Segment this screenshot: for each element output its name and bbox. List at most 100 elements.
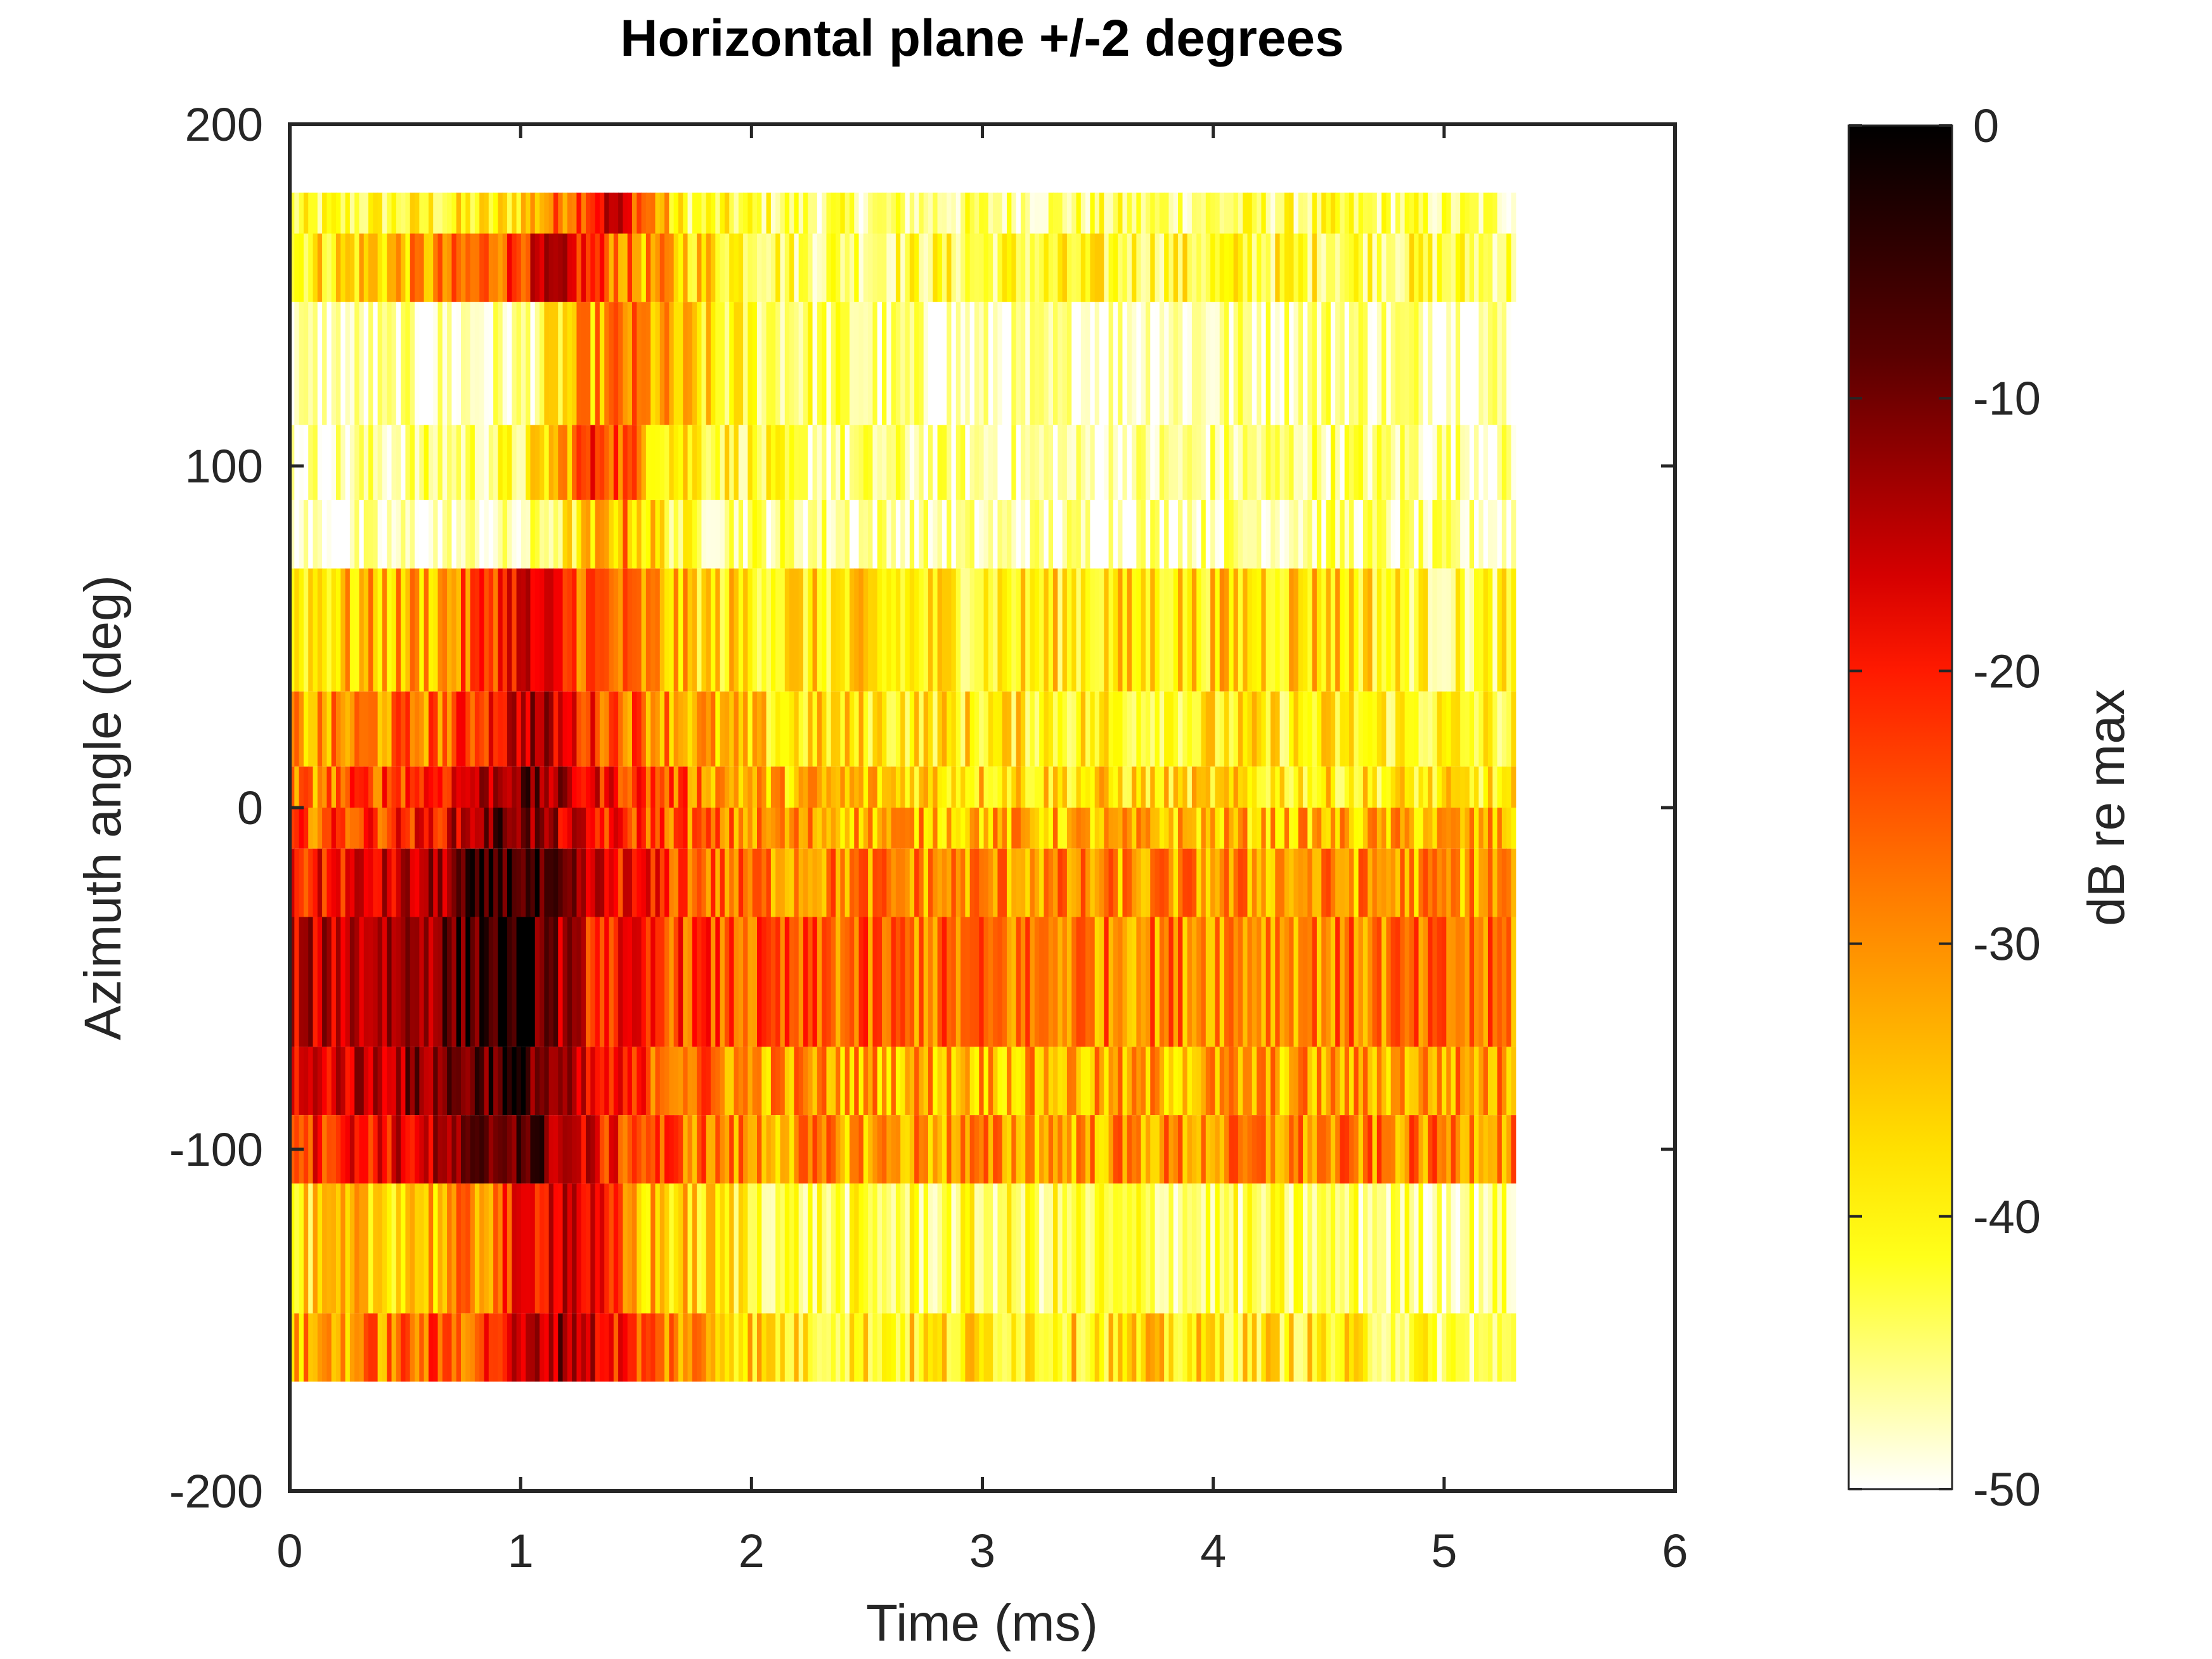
heatmap-cell-row6 [1303, 691, 1308, 767]
heatmap-cell-row2 [1409, 302, 1414, 425]
heatmap-cell-row7 [562, 766, 568, 808]
heatmap-cell-row5 [1136, 568, 1142, 692]
heatmap-cell-row0 [1307, 192, 1313, 261]
heatmap-cell-row4 [1247, 500, 1253, 569]
heatmap-cell-row14 [576, 1313, 582, 1382]
heatmap-cell-row0 [1071, 192, 1077, 261]
heatmap-cell-row8 [507, 808, 512, 849]
heatmap-cell-row14 [354, 1313, 360, 1382]
heatmap-cell-row2 [812, 302, 818, 425]
heatmap-cell-row14 [1441, 1313, 1447, 1382]
heatmap-cell-row2 [1210, 302, 1216, 425]
heatmap-cell-row5 [1487, 568, 1493, 692]
heatmap-cell-row8 [909, 808, 915, 849]
heatmap-cell-row8 [882, 808, 887, 849]
heatmap-cell-row0 [808, 192, 813, 261]
heatmap-cell-row6 [863, 691, 869, 767]
heatmap-cell-row3 [1298, 425, 1303, 500]
heatmap-cell-row4 [599, 500, 605, 569]
heatmap-cell-row7 [757, 766, 762, 808]
heatmap-cell-row5 [1275, 568, 1281, 692]
heatmap-cell-row12 [858, 1115, 864, 1184]
heatmap-cell-row1 [955, 233, 961, 302]
heatmap-cell-row2 [1478, 302, 1484, 425]
heatmap-cell-row13 [798, 1183, 804, 1314]
heatmap-cell-row9 [534, 848, 540, 917]
heatmap-cell-row14 [294, 1313, 300, 1382]
heatmap-cell-row7 [752, 766, 758, 808]
heatmap-cell-row0 [909, 192, 915, 261]
heatmap-cell-row11 [1418, 1047, 1424, 1116]
heatmap-cell-row2 [1354, 302, 1359, 425]
heatmap-cell-row13 [540, 1183, 545, 1314]
heatmap-cell-row8 [1034, 808, 1040, 849]
heatmap-cell-row10 [576, 917, 582, 1047]
heatmap-cell-row0 [1104, 192, 1109, 261]
heatmap-cell-row5 [826, 568, 832, 692]
heatmap-cell-row4 [586, 500, 591, 569]
heatmap-cell-row11 [294, 1047, 300, 1116]
heatmap-cell-row4 [562, 500, 568, 569]
colorbar-tick-label: 0 [1973, 100, 1999, 152]
heatmap-cell-row13 [1386, 1183, 1392, 1314]
heatmap-cell-row5 [641, 568, 647, 692]
heatmap-cell-row13 [586, 1183, 591, 1314]
heatmap-cell-row1 [1432, 233, 1438, 302]
heatmap-cell-row8 [1007, 808, 1012, 849]
heatmap-cell-row11 [891, 1047, 896, 1116]
heatmap-cell-row5 [516, 568, 522, 692]
heatmap-cell-row1 [1358, 233, 1364, 302]
heatmap-cell-row5 [1395, 568, 1400, 692]
heatmap-cell-row6 [1414, 691, 1420, 767]
heatmap-cell-row4 [1071, 500, 1077, 569]
heatmap-cell-row11 [428, 1047, 434, 1116]
heatmap-cell-row14 [1173, 1313, 1179, 1382]
heatmap-cell-row13 [1414, 1183, 1420, 1314]
heatmap-cell-row2 [655, 302, 661, 425]
heatmap-cell-row12 [1238, 1115, 1243, 1184]
heatmap-cell-row0 [586, 192, 591, 261]
heatmap-cell-row13 [1118, 1183, 1123, 1314]
heatmap-cell-row1 [1178, 233, 1183, 302]
heatmap-cell-row10 [1390, 917, 1396, 1047]
heatmap-cell-row12 [988, 1115, 993, 1184]
heatmap-cell-row2 [1511, 302, 1517, 425]
heatmap-cell-row5 [1039, 568, 1045, 692]
heatmap-cell-row1 [377, 233, 383, 302]
heatmap-cell-row5 [447, 568, 452, 692]
heatmap-cell-row10 [882, 917, 887, 1047]
heatmap-cell-row3 [909, 425, 915, 500]
heatmap-cell-row9 [1289, 848, 1295, 917]
heatmap-cell-row5 [465, 568, 471, 692]
heatmap-cell-row10 [947, 917, 952, 1047]
heatmap-cell-row11 [909, 1047, 915, 1116]
heatmap-cell-row4 [1187, 500, 1193, 569]
heatmap-cell-row7 [1030, 766, 1035, 808]
heatmap-cell-row7 [470, 766, 475, 808]
heatmap-cell-row2 [595, 302, 600, 425]
heatmap-cell-row2 [1414, 302, 1420, 425]
heatmap-cell-row12 [798, 1115, 804, 1184]
heatmap-cell-row14 [641, 1313, 647, 1382]
heatmap-cell-row14 [919, 1313, 924, 1382]
heatmap-cell-row10 [1196, 917, 1202, 1047]
heatmap-cell-row12 [1395, 1115, 1400, 1184]
heatmap-cell-row13 [1432, 1183, 1438, 1314]
heatmap-cell-row3 [373, 425, 378, 500]
heatmap-cell-row14 [1368, 1313, 1373, 1382]
heatmap-cell-row4 [844, 500, 850, 569]
heatmap-cell-row8 [1497, 808, 1503, 849]
heatmap-cell-row1 [655, 233, 661, 302]
heatmap-cell-row14 [433, 1313, 439, 1382]
heatmap-cell-row1 [798, 233, 804, 302]
heatmap-cell-row13 [1020, 1183, 1026, 1314]
heatmap-cell-row9 [470, 848, 475, 917]
heatmap-cell-row1 [540, 233, 545, 302]
heatmap-cell-row4 [1455, 500, 1461, 569]
heatmap-cell-row1 [447, 233, 452, 302]
heatmap-cell-row7 [1312, 766, 1317, 808]
heatmap-cell-row14 [752, 1313, 758, 1382]
heatmap-cell-row3 [1196, 425, 1202, 500]
heatmap-cell-row4 [1335, 500, 1341, 569]
heatmap-cell-row11 [530, 1047, 536, 1116]
